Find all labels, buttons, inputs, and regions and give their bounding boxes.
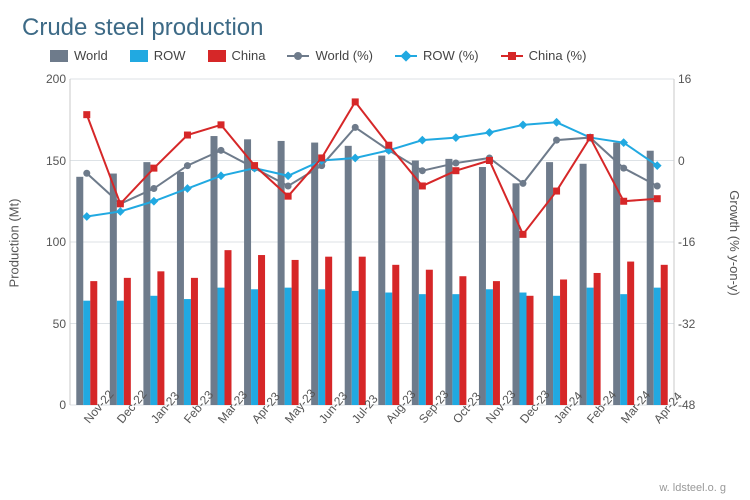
bar-world xyxy=(445,159,452,405)
bar-row xyxy=(184,299,191,405)
legend-swatch-china xyxy=(208,50,226,62)
legend-marker-china-pct xyxy=(501,50,523,62)
legend-line-row: ROW (%) xyxy=(395,48,479,63)
bar-china xyxy=(459,276,466,405)
bar-row xyxy=(117,301,124,405)
bar-row xyxy=(587,288,594,405)
bar-row xyxy=(654,288,661,405)
bar-china xyxy=(225,250,232,405)
legend-swatch-row xyxy=(130,50,148,62)
chart-title: Crude steel production xyxy=(22,14,728,42)
bar-row xyxy=(452,294,459,405)
bar-world xyxy=(143,162,150,405)
bar-china xyxy=(191,278,198,405)
y-axis-left-label: Production (Mt) xyxy=(7,199,22,288)
legend-line-china: China (%) xyxy=(501,48,587,63)
bar-china xyxy=(359,257,366,405)
bar-row xyxy=(385,293,392,405)
bar-china xyxy=(157,271,164,405)
bar-row xyxy=(620,294,627,405)
y-left-tick: 150 xyxy=(32,154,66,168)
legend-label-row: ROW xyxy=(154,48,186,63)
plot-area: Production (Mt) Growth (% y-on-y) 0-4850… xyxy=(22,73,722,413)
bar-world xyxy=(110,174,117,405)
bar-world xyxy=(244,139,251,405)
bar-china xyxy=(426,270,433,405)
legend-marker-row-pct xyxy=(395,50,417,62)
legend-label-row-pct: ROW (%) xyxy=(423,48,479,63)
legend-label-china: China xyxy=(232,48,266,63)
bar-row xyxy=(83,301,90,405)
bar-row xyxy=(520,293,527,405)
bar-row xyxy=(419,294,426,405)
legend-bar-row: ROW xyxy=(130,48,186,63)
bar-world xyxy=(76,177,83,405)
chart-container: Crude steel production World ROW China W… xyxy=(0,0,750,500)
source-footer: w. ldsteel.o. g xyxy=(659,482,726,494)
line-series xyxy=(87,122,657,216)
plot-svg xyxy=(22,73,722,413)
bar-world xyxy=(479,167,486,405)
bar-world xyxy=(412,161,419,406)
legend-label-china-pct: China (%) xyxy=(529,48,587,63)
legend-marker-world-pct xyxy=(287,50,309,62)
legend-bar-china: China xyxy=(208,48,266,63)
bar-china xyxy=(124,278,131,405)
bar-row xyxy=(285,288,292,405)
bar-china xyxy=(493,281,500,405)
bar-world xyxy=(647,151,654,405)
bar-world xyxy=(177,172,184,405)
legend-swatch-world xyxy=(50,50,68,62)
y-left-tick: 100 xyxy=(32,235,66,249)
bar-world xyxy=(311,143,318,405)
line-series xyxy=(87,102,657,234)
y-right-tick: 0 xyxy=(678,154,712,168)
bar-row xyxy=(352,291,359,405)
bar-world xyxy=(378,156,385,405)
bar-china xyxy=(392,265,399,405)
y-right-tick: -32 xyxy=(678,317,712,331)
bar-china xyxy=(325,257,332,405)
bar-row xyxy=(318,289,325,405)
bar-row xyxy=(150,296,157,405)
y-right-tick: 16 xyxy=(678,72,712,86)
y-right-tick: -16 xyxy=(678,235,712,249)
bar-china xyxy=(560,279,567,405)
bar-china xyxy=(90,281,97,405)
y-left-tick: 0 xyxy=(32,398,66,412)
bar-china xyxy=(292,260,299,405)
legend: World ROW China World (%) ROW (%) xyxy=(50,48,728,63)
bar-world xyxy=(345,146,352,405)
bar-china xyxy=(661,265,668,405)
bar-china xyxy=(527,296,534,405)
legend-line-world: World (%) xyxy=(287,48,373,63)
bar-row xyxy=(553,296,560,405)
legend-label-world: World xyxy=(74,48,108,63)
y-left-tick: 50 xyxy=(32,317,66,331)
bar-china xyxy=(627,262,634,405)
y-axis-right-label: Growth (% y-on-y) xyxy=(727,190,742,295)
bar-china xyxy=(258,255,265,405)
legend-bar-world: World xyxy=(50,48,108,63)
bar-row xyxy=(251,289,258,405)
bar-row xyxy=(218,288,225,405)
bar-world xyxy=(580,164,587,405)
bar-world xyxy=(211,136,218,405)
bar-china xyxy=(594,273,601,405)
y-left-tick: 200 xyxy=(32,72,66,86)
legend-label-world-pct: World (%) xyxy=(315,48,373,63)
bar-row xyxy=(486,289,493,405)
